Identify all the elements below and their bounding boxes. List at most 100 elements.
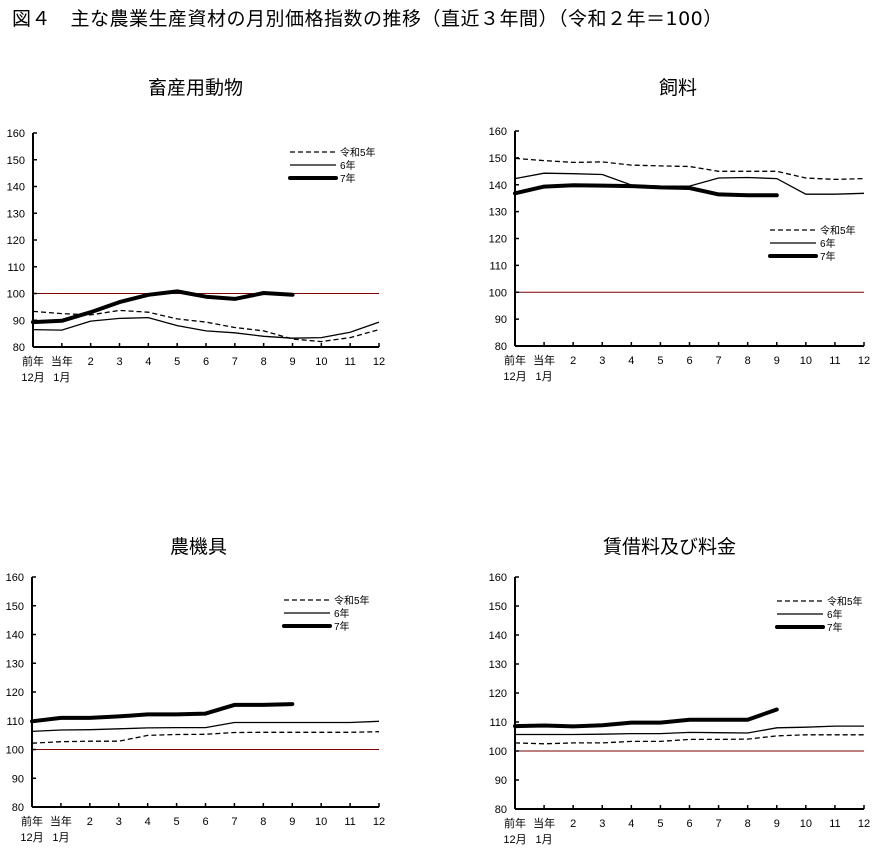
y-tick-label: 120: [7, 235, 25, 247]
x-tick-label: 前年: [504, 353, 526, 367]
x-tick-label: 9: [774, 355, 780, 367]
x-tick-label: 11: [829, 355, 840, 367]
x-tick-label: 11: [344, 816, 355, 828]
y-tick-label: 110: [489, 717, 507, 729]
y-tick-label: 140: [489, 180, 507, 192]
chart-title: 飼料: [659, 77, 698, 99]
x-tick-label: 当年: [50, 814, 72, 828]
y-tick-label: 140: [489, 630, 507, 642]
y-tick-label: 100: [7, 289, 25, 301]
series-line-2: [30, 702, 295, 724]
y-tick-label: 160: [489, 126, 507, 138]
x-tick-label-2: 12月: [21, 372, 44, 384]
x-tick-label-2: 1月: [536, 371, 553, 383]
y-tick-label: 160: [6, 572, 24, 584]
y-tick-label: 140: [6, 630, 24, 642]
chart-rental-fees: 賃借料及び料金 80 90 100 110 120 130 140 150 160 前年 12月 当年 1…: [480, 520, 884, 849]
legend-label: 7年: [334, 620, 350, 633]
x-tick-label: 前年: [22, 354, 44, 368]
x-tick-label: 12: [373, 356, 385, 368]
x-tick-label: 3: [116, 356, 122, 368]
x-tick-label: 当年: [51, 354, 73, 368]
y-tick-label: 160: [7, 128, 25, 140]
y-tick-label: 130: [489, 659, 507, 671]
figure-title: 図４ 主な農業生産資材の月別価格指数の推移（直近３年間）（令和２年＝100）: [12, 8, 723, 30]
y-tick-label: 100: [6, 745, 24, 757]
legend-label: 7年: [820, 250, 836, 263]
series-line-2: [31, 289, 295, 325]
x-tick-label: 5: [657, 818, 663, 830]
x-tick-label: 2: [87, 816, 93, 828]
x-tick-label: 6: [686, 355, 692, 367]
series-line-2: [513, 183, 779, 198]
y-tick-label: 160: [489, 572, 507, 584]
x-tick-label: 10: [800, 355, 812, 367]
legend-label: 7年: [340, 172, 356, 185]
legend-label: 令和5年: [827, 595, 863, 608]
legend-label: 令和5年: [340, 146, 376, 159]
chart-livestock: 畜産用動物 80 90 100 110 120 130 140 150 160 前年 12月 当年 1月 2…: [0, 60, 400, 400]
x-tick-label: 8: [745, 355, 751, 367]
y-tick-label: 80: [495, 341, 507, 353]
y-tick-label: 150: [7, 155, 25, 167]
x-tick-label: 3: [599, 355, 605, 367]
y-tick-label: 150: [489, 601, 507, 613]
x-tick-label: 7: [716, 818, 722, 830]
series-line-1: [32, 316, 380, 339]
chart-farm-machinery: 農機具 80 90 100 110 120 130 140 150 160 前年 12月 当年 1月 2 3 4…: [0, 520, 400, 849]
legend-label: 6年: [820, 237, 836, 250]
x-tick-label: 6: [203, 356, 209, 368]
x-tick-label: 前年: [504, 816, 526, 830]
x-tick-label: 12: [858, 355, 870, 367]
y-tick-label: 140: [7, 182, 25, 194]
series-line-1: [31, 720, 380, 733]
x-tick-label: 前年: [21, 814, 43, 828]
x-tick-label: 9: [774, 818, 780, 830]
x-tick-label: 2: [570, 818, 576, 830]
y-tick-label: 120: [489, 234, 507, 246]
x-tick-label: 7: [231, 816, 237, 828]
x-tick-label: 4: [628, 355, 634, 367]
series-line-0: [31, 731, 380, 744]
y-tick-label: 130: [489, 207, 507, 219]
chart-title: 賃借料及び料金: [603, 536, 737, 558]
legend-label: 6年: [340, 159, 356, 172]
y-tick-label: 130: [7, 208, 25, 220]
y-tick-label: 100: [489, 287, 507, 299]
chart-feed: 飼料 80 90 100 110 120 130 140 150 160 前年 12月 当年 1月 2 3 4 5…: [480, 60, 884, 400]
x-tick-label: 8: [261, 356, 267, 368]
y-tick-label: 120: [489, 688, 507, 700]
x-tick-label: 9: [289, 816, 295, 828]
x-tick-label: 11: [344, 356, 355, 368]
series-line-0: [514, 734, 864, 745]
x-tick-label: 6: [686, 818, 692, 830]
legend-label: 令和5年: [820, 224, 856, 237]
y-tick-label: 110: [6, 716, 24, 728]
x-tick-label: 8: [260, 816, 266, 828]
legend-label: 6年: [827, 608, 843, 621]
x-tick-label-2: 1月: [53, 372, 70, 384]
x-tick-label-2: 12月: [503, 371, 526, 383]
y-tick-label: 80: [13, 342, 25, 354]
y-tick-label: 90: [13, 315, 25, 327]
x-tick-label: 5: [174, 356, 180, 368]
series-line-1: [515, 725, 864, 736]
x-tick-label: 当年: [533, 353, 555, 367]
series-line-2: [513, 707, 779, 729]
x-tick-label: 9: [289, 356, 295, 368]
y-tick-label: 130: [6, 658, 24, 670]
y-tick-label: 120: [6, 687, 24, 699]
x-tick-label: 7: [232, 356, 238, 368]
chart-title: 農機具: [170, 536, 228, 558]
x-tick-label: 8: [745, 818, 751, 830]
x-tick-label: 当年: [533, 816, 555, 830]
legend-label: 6年: [334, 607, 350, 620]
chart-title: 畜産用動物: [148, 77, 244, 99]
legend-label: 7年: [827, 621, 843, 634]
x-tick-label: 4: [145, 816, 151, 828]
y-tick-label: 80: [495, 804, 507, 816]
y-tick-label: 80: [12, 802, 24, 814]
x-tick-label-2: 1月: [536, 834, 553, 846]
